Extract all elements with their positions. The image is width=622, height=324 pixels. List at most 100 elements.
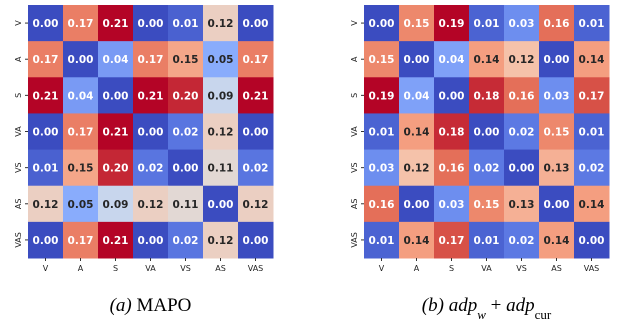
heatmap-cell: [469, 77, 505, 114]
heatmap-cell: [238, 41, 274, 78]
heatmap-cell: [364, 221, 400, 259]
heatmap-cell: [133, 77, 169, 114]
y-tick-label: VS: [14, 162, 23, 173]
cell-label: 0.01: [474, 18, 500, 30]
heatmap-cell: [63, 5, 99, 42]
heatmap-cell: [168, 113, 204, 151]
heatmap-cell: [203, 185, 239, 223]
y-tick-label: VA: [14, 126, 23, 137]
cell-label: 0.01: [369, 127, 395, 139]
cell-label: 0.01: [33, 163, 59, 175]
heatmap-cell: [469, 221, 505, 259]
cell-label: 0.05: [208, 54, 234, 66]
heatmap-cell: [98, 221, 134, 259]
cell-label: 0.02: [173, 235, 199, 247]
cell-label: 0.03: [439, 199, 465, 211]
heatmap-cell: [574, 77, 610, 114]
cell-label: 0.12: [208, 18, 234, 30]
caption: (b) adpw + adpcur: [422, 295, 552, 322]
heatmap-cell: [364, 41, 400, 78]
cell-label: 0.02: [173, 127, 199, 139]
heatmap-cell: [399, 113, 435, 151]
y-tick-label: V: [14, 20, 23, 26]
heatmap-cell: [399, 185, 435, 223]
cell-label: 0.04: [68, 90, 94, 102]
cell-label: 0.02: [138, 163, 164, 175]
heatmap-cell: [469, 113, 505, 151]
cell-label: 0.14: [579, 199, 605, 211]
heatmap-cell: [399, 5, 435, 42]
caption-part: cur: [535, 307, 552, 322]
cell-label: 0.15: [369, 54, 395, 66]
x-tick-label: VAS: [584, 264, 600, 273]
heatmap-cell: [399, 221, 435, 259]
cell-label: 0.00: [509, 163, 535, 175]
heatmap-cell: [399, 77, 435, 114]
caption-part: (a): [110, 295, 137, 316]
heatmap-cell: [434, 221, 470, 259]
cell-label: 0.01: [474, 235, 500, 247]
heatmap-cell: [574, 185, 610, 223]
heatmap-cell: [203, 113, 239, 151]
heatmap-cell: [539, 221, 575, 259]
heatmap-cell: [504, 149, 540, 187]
cell-label: 0.12: [404, 163, 430, 175]
cell-label: 0.17: [439, 235, 465, 247]
x-tick-label: S: [113, 264, 118, 273]
caption-part: adp: [449, 295, 478, 316]
heatmap-cell: [203, 77, 239, 114]
cell-label: 0.17: [579, 90, 605, 102]
cell-label: 0.00: [404, 199, 430, 211]
heatmap-cell: [133, 5, 169, 42]
cell-label: 0.05: [68, 199, 94, 211]
heatmap-cell: [574, 5, 610, 42]
heatmap-cell: [28, 113, 64, 151]
cell-label: 0.14: [474, 54, 500, 66]
y-tick-label: VA: [350, 126, 359, 137]
cell-label: 0.04: [103, 54, 129, 66]
heatmap-cell: [133, 221, 169, 259]
cell-label: 0.02: [579, 163, 605, 175]
heatmap-cell: [539, 149, 575, 187]
cell-label: 0.19: [369, 90, 395, 102]
cell-label: 0.18: [439, 127, 465, 139]
heatmap-cell: [63, 149, 99, 187]
heatmap-cell: [98, 5, 134, 42]
heatmap-cell: [63, 77, 99, 114]
heatmap-cell: [168, 5, 204, 42]
heatmap-cell: [399, 149, 435, 187]
cell-label: 0.15: [68, 163, 94, 175]
heatmap-cell: [168, 41, 204, 78]
heatmap-cell: [203, 221, 239, 259]
heatmap-cell: [469, 41, 505, 78]
cell-label: 0.13: [509, 199, 535, 211]
cell-label: 0.00: [33, 18, 59, 30]
y-tick-label: AS: [350, 199, 359, 210]
cell-label: 0.01: [579, 127, 605, 139]
cell-label: 0.00: [243, 127, 269, 139]
x-tick-label: VA: [145, 264, 156, 273]
y-tick-label: S: [350, 93, 359, 98]
y-tick-label: VS: [350, 162, 359, 173]
cell-label: 0.00: [208, 199, 234, 211]
cell-label: 0.20: [173, 90, 199, 102]
heatmap-cell: [133, 149, 169, 187]
cell-label: 0.04: [404, 90, 430, 102]
cell-label: 0.18: [474, 90, 500, 102]
heatmap-cell: [574, 221, 610, 259]
heatmap-cell: [238, 77, 274, 114]
heatmap-cell: [539, 41, 575, 78]
heatmap-cell: [434, 113, 470, 151]
heatmap-cell: [539, 77, 575, 114]
cell-label: 0.17: [138, 54, 164, 66]
heatmap: 0.00 0.15 0.19 0.01 0.03 0.16 0.01 0.15 0.00 0.04…: [350, 5, 610, 322]
caption-part: adp: [506, 295, 535, 316]
heatmap-cell: [364, 149, 400, 187]
cell-label: 0.00: [138, 235, 164, 247]
cell-label: 0.02: [509, 127, 535, 139]
cell-label: 0.21: [103, 235, 129, 247]
cell-label: 0.02: [474, 163, 500, 175]
y-tick-label: A: [350, 56, 359, 62]
cell-label: 0.00: [103, 90, 129, 102]
